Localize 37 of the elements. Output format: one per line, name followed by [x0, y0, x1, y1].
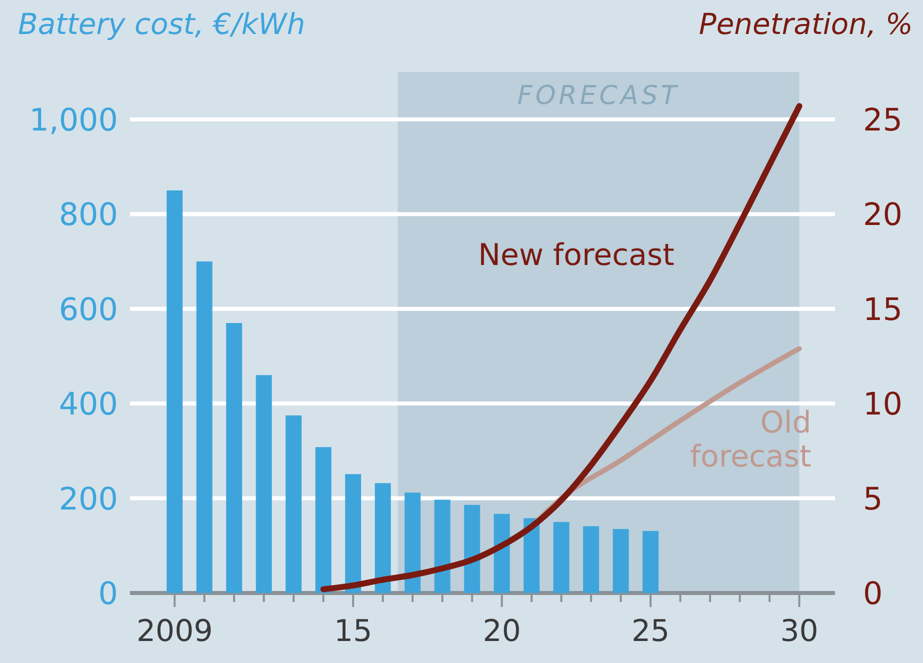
- y-tick-label: 1,000: [29, 102, 118, 138]
- series-label: Old forecast: [690, 406, 812, 475]
- bar: [315, 447, 332, 593]
- bar: [345, 474, 362, 593]
- bar: [642, 530, 659, 593]
- y2-tick-label: 20: [863, 197, 902, 234]
- y2-tick-label: 15: [863, 292, 902, 328]
- y2-axis-title: Penetration, %: [698, 7, 913, 41]
- x-tick-label: 15: [334, 614, 372, 649]
- x-tick-label: 2009: [136, 614, 213, 649]
- y-tick-label: 200: [58, 481, 118, 518]
- x-tick-label: 25: [631, 614, 670, 649]
- y-tick-label: 0: [98, 576, 118, 612]
- y2-tick-label: 10: [863, 386, 902, 423]
- x-tick-label: 20: [482, 614, 521, 649]
- y-tick-label: 800: [58, 197, 118, 234]
- y-axis-title: Battery cost, €/kWh: [18, 7, 306, 41]
- bar: [404, 492, 421, 593]
- y2-tick-label: 25: [863, 102, 902, 138]
- bar: [196, 261, 212, 593]
- bar: [612, 529, 629, 593]
- bar: [434, 500, 450, 593]
- bar: [374, 483, 391, 593]
- x-tick-label: 30: [780, 614, 818, 649]
- bar: [286, 415, 302, 593]
- y2-tick-label: 5: [863, 481, 883, 518]
- bar: [256, 375, 272, 593]
- y2-tick-label: 0: [863, 576, 883, 612]
- y-tick-label: 600: [58, 292, 118, 328]
- bar: [464, 504, 480, 593]
- bar: [494, 514, 510, 593]
- y-tick-label: 400: [58, 386, 118, 423]
- bar: [166, 190, 183, 593]
- bar: [583, 526, 600, 593]
- bar: [553, 522, 570, 593]
- series-label: New forecast: [478, 238, 675, 274]
- bar: [226, 323, 242, 593]
